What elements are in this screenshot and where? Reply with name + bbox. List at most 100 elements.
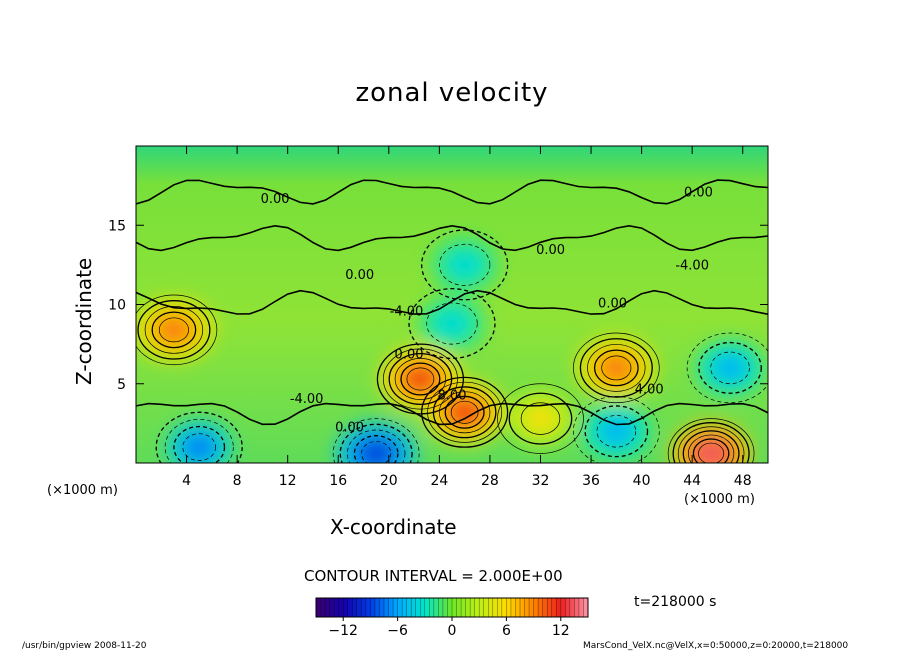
x-tick-label: 16 [329,473,347,489]
contour-line [682,430,740,463]
contour-lines [136,179,768,463]
colorbar-cell [465,598,471,617]
colorbar-cell [497,598,503,617]
contour-line [382,348,458,410]
colorbar-cell [393,598,398,617]
contour-label: -4.00 [675,259,709,274]
colorbar-cell [374,598,380,617]
field-blob [364,443,389,463]
contour-labels: 0.00 0.00 0.00 -4.00 0.00 -4.00 0.00 0.00 8.00 -4… [261,186,713,436]
x-tick-label: 40 [633,473,651,489]
x-axis-label: X-coordinate [330,515,457,539]
colorbar-cell [551,598,557,617]
colorbar-cell [578,598,584,617]
contour-line [450,400,479,424]
field-blob [606,423,627,440]
contour-line [596,415,637,448]
colorbar-cell [356,598,362,617]
colorbar-tick-label: 0 [448,623,457,639]
x-tick-label: 24 [430,473,448,489]
field-blob [530,410,551,427]
colorbar-cell [343,598,349,617]
colorbar-cell [338,598,344,617]
colorbar-cell [429,598,435,617]
colorbar-cell [556,598,562,617]
contour-line [698,442,725,463]
x-tick-label: 20 [380,473,398,489]
chart-title: zonal velocity [355,78,549,108]
field-blob [604,358,629,378]
contour-line [587,344,646,392]
field-blob [454,256,475,273]
contour-label: 0.00 [536,243,565,258]
colorbar-cell [438,598,444,617]
contour-line [427,381,503,443]
contour-label: -4.00 [290,392,324,407]
x-tick-label: 4 [182,473,191,489]
colorbar-cell [456,598,462,617]
contour-line [376,343,465,415]
y-axis-label: Z-coordinate [72,257,96,385]
field-blob [161,320,187,340]
contour-line [426,302,478,345]
time-label: t=218000 s [634,594,717,610]
colorbar-cell [420,598,426,617]
contour-line [136,294,218,366]
colorbar-cell [569,598,575,617]
colorbar-cell [474,598,480,617]
zero-contour [136,289,768,315]
colorbar-cell [533,598,539,617]
colorbar-cell [492,598,498,617]
contour-line [182,433,216,461]
colorbar-cell [483,598,489,617]
colorbar-tick-label: −6 [387,623,408,639]
colorbar-cell [501,598,507,617]
colorbar-cell [565,598,571,617]
colorbar-cell [352,598,358,617]
x-tick-label: 32 [532,473,550,489]
contour-label: 0.00 [395,347,424,362]
colorbar-cell [411,598,417,617]
colorbar-cell [506,598,512,617]
zero-contour [136,224,768,252]
x-tick-label: 44 [683,473,701,489]
contour-line [667,418,755,463]
contour-line [173,425,226,463]
zero-contour [136,402,768,426]
contour-label: 0.00 [345,268,374,283]
x-unit-left: (×1000 m) [47,483,118,498]
colorbar-cell [529,598,534,617]
contour-line [421,229,509,301]
colorbar-cell [320,598,326,617]
contour-line [137,300,211,360]
contour-line [572,332,660,404]
colorbar-cell [574,598,580,617]
colorbar-cell [415,598,421,617]
colorbar-cell [347,598,353,617]
colorbar-tick-label: 6 [502,623,511,639]
contour-line [353,435,399,463]
contour-line [710,351,750,385]
contour-line [158,317,189,343]
footer-left: /usr/bin/gpview 2008-11-20 [22,641,147,651]
contour-line [573,396,660,463]
contour-line [688,434,735,463]
contour-line [439,391,491,434]
colorbar-cell [433,598,439,617]
zero-contour [136,179,768,205]
contour-line [444,395,485,429]
field-blob [452,402,477,422]
colorbar-cell [515,598,521,617]
field-blob [698,443,724,463]
contour-line [686,332,768,404]
y-tick-label: 15 [108,218,126,234]
contour-line [439,243,491,286]
x-tick-label: 12 [279,473,297,489]
colorbar-cell [406,598,412,617]
y-tick-label: 5 [117,377,126,393]
x-tick-label: 28 [481,473,499,489]
colorbar-cell [447,598,453,617]
contour-line [593,349,639,387]
